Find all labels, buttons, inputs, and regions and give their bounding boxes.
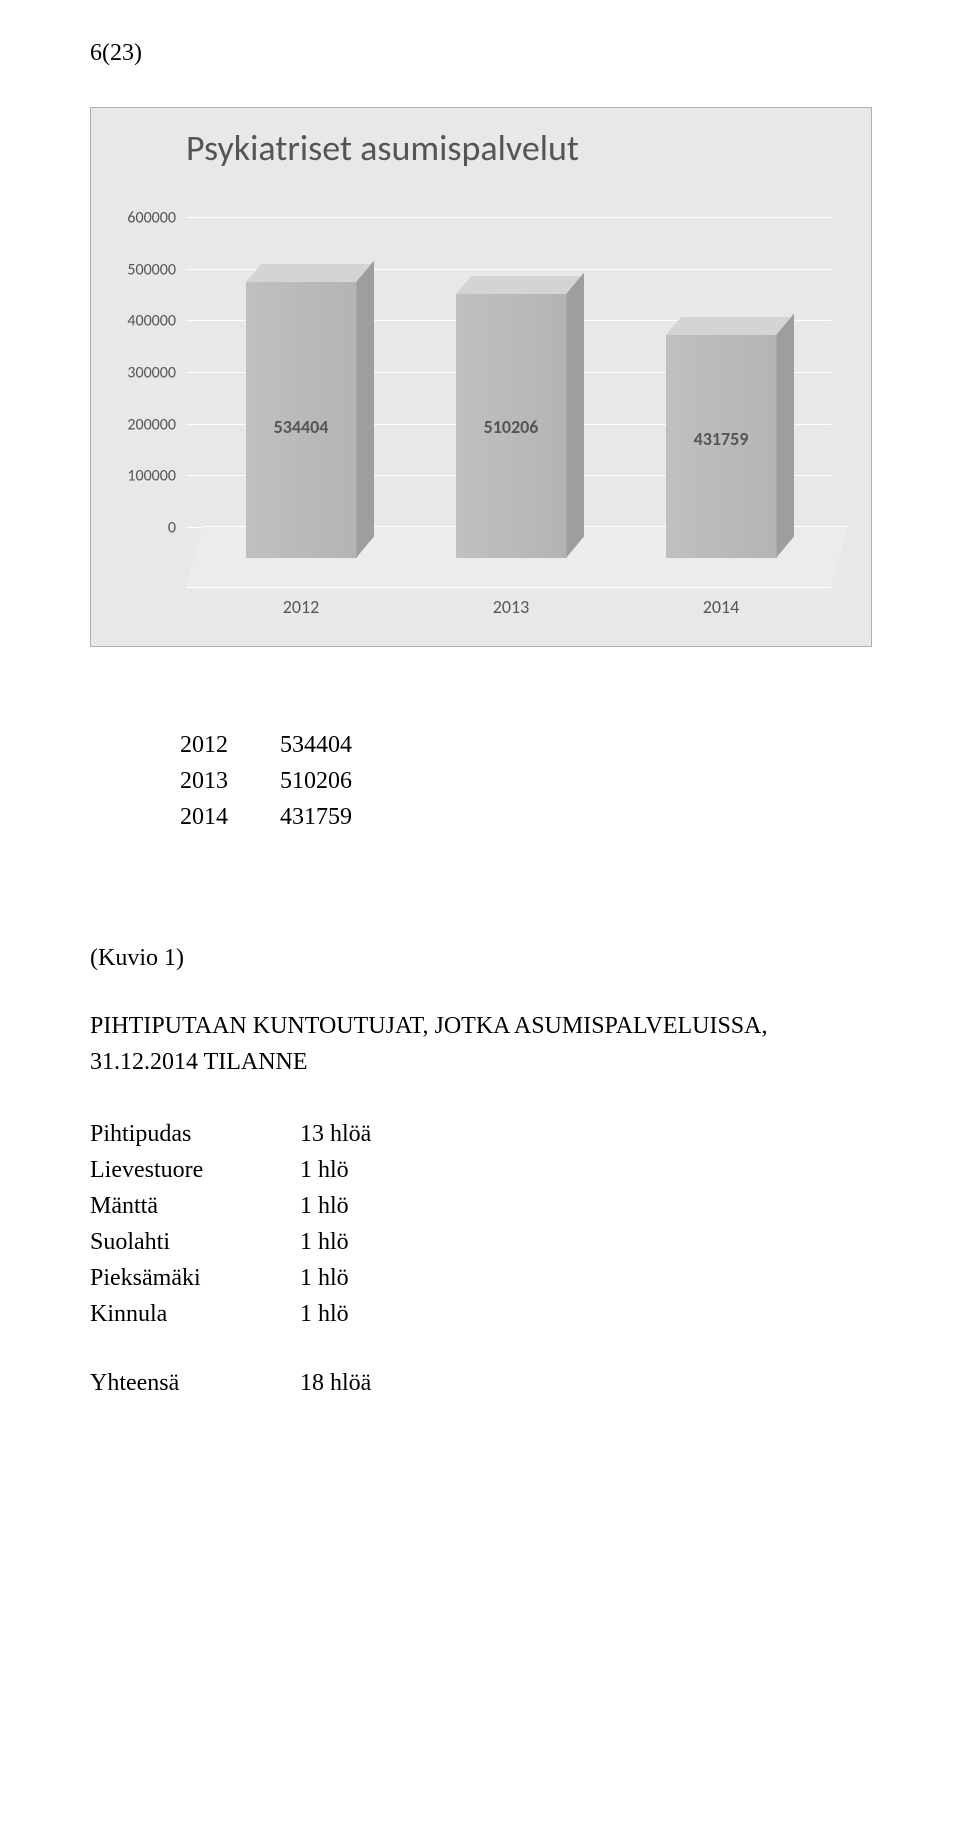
count-cell: 1 hlö	[300, 1260, 349, 1296]
ytick: 100000	[96, 467, 186, 486]
ytick: 0	[96, 519, 186, 538]
place-cell: Mänttä	[90, 1188, 300, 1224]
total-label: Yhteensä	[90, 1370, 300, 1397]
table-row: Suolahti1 hlö	[90, 1224, 870, 1260]
table-row: 2014 431759	[180, 799, 870, 835]
ytick: 400000	[96, 312, 186, 331]
bar-value-label: 431759	[655, 428, 787, 450]
page-number: 6(23)	[90, 40, 870, 67]
bar-value-label: 510206	[445, 416, 577, 438]
count-cell: 13 hlöä	[300, 1116, 371, 1152]
section-title: PIHTIPUTAAN KUNTOUTUJAT, JOTKA ASUMISPAL…	[90, 1008, 870, 1080]
place-cell: Suolahti	[90, 1224, 300, 1260]
total-value: 18 hlöä	[300, 1370, 371, 1397]
table-row: Mänttä1 hlö	[90, 1188, 870, 1224]
section-title-line1: PIHTIPUTAAN KUNTOUTUJAT, JOTKA ASUMISPAL…	[90, 1008, 870, 1044]
value-cell: 431759	[280, 799, 352, 835]
ytick: 600000	[96, 209, 186, 228]
chart-title: Psykiatriset asumispalvelut	[186, 126, 579, 170]
year-cell: 2013	[180, 763, 280, 799]
table-row: 2012 534404	[180, 727, 870, 763]
place-cell: Pihtipudas	[90, 1116, 300, 1152]
table-row: 2013 510206	[180, 763, 870, 799]
year-value-table: 2012 534404 2013 510206 2014 431759	[180, 727, 870, 835]
table-row: Kinnula1 hlö	[90, 1296, 870, 1332]
table-row: Pihtipudas13 hlöä	[90, 1116, 870, 1152]
count-cell: 1 hlö	[300, 1188, 349, 1224]
table-row: Pieksämäki1 hlö	[90, 1260, 870, 1296]
table-row: Lievestuore1 hlö	[90, 1152, 870, 1188]
place-cell: Pieksämäki	[90, 1260, 300, 1296]
count-cell: 1 hlö	[300, 1224, 349, 1260]
x-category: 2012	[236, 596, 366, 618]
year-cell: 2014	[180, 799, 280, 835]
persons-table: Pihtipudas13 hlöä Lievestuore1 hlö Mäntt…	[90, 1116, 870, 1332]
year-cell: 2012	[180, 727, 280, 763]
chart-plot-area: 0 100000 200000 300000 400000 500000 600…	[186, 218, 831, 588]
place-cell: Lievestuore	[90, 1152, 300, 1188]
x-category: 2014	[656, 596, 786, 618]
bar-value-label: 534404	[235, 416, 367, 438]
count-cell: 1 hlö	[300, 1152, 349, 1188]
x-category: 2013	[446, 596, 576, 618]
place-cell: Kinnula	[90, 1296, 300, 1332]
total-row: Yhteensä 18 hlöä	[90, 1370, 870, 1397]
section-title-line2: 31.12.2014 TILANNE	[90, 1044, 870, 1080]
ytick: 200000	[96, 415, 186, 434]
figure-caption: (Kuvio 1)	[90, 945, 870, 972]
ytick: 300000	[96, 364, 186, 383]
ytick: 500000	[96, 260, 186, 279]
bar-chart: Psykiatriset asumispalvelut 0 100000 200…	[90, 107, 872, 647]
count-cell: 1 hlö	[300, 1296, 349, 1332]
value-cell: 534404	[280, 727, 352, 763]
value-cell: 510206	[280, 763, 352, 799]
